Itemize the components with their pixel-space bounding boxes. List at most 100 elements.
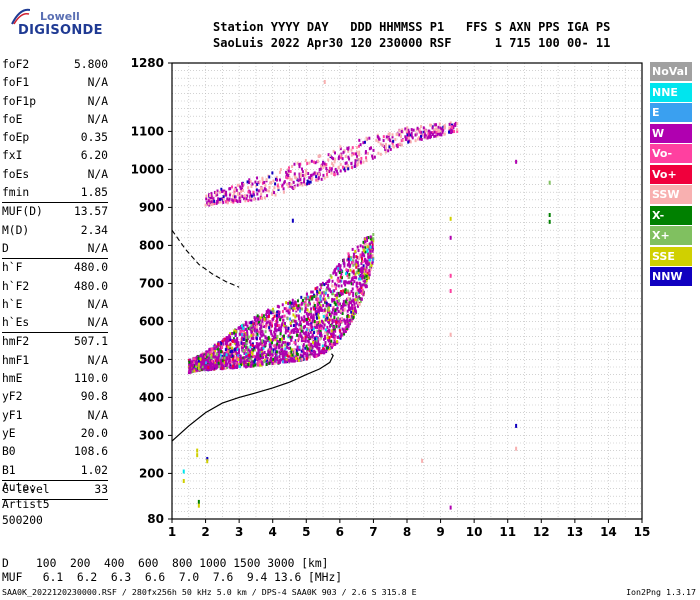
- isolated-point: [449, 273, 452, 278]
- param-row: B1 1.02: [2, 462, 108, 480]
- param-label: B0: [2, 445, 16, 459]
- trace-point: [218, 347, 221, 351]
- trace-point: [312, 327, 315, 331]
- trace-point: [299, 309, 302, 313]
- trace-point: [281, 353, 284, 357]
- trace-point: [350, 165, 353, 169]
- trace-point: [297, 179, 300, 183]
- trace-point: [305, 330, 308, 334]
- trace-point: [339, 147, 342, 151]
- trace-point: [277, 323, 280, 327]
- trace-point: [282, 341, 285, 345]
- trace-point: [283, 323, 286, 327]
- trace-point: [248, 181, 251, 185]
- trace-point: [287, 342, 290, 346]
- trace-point: [318, 298, 321, 302]
- trace-point: [247, 351, 250, 355]
- trace-point: [367, 252, 370, 256]
- trace-point: [251, 320, 254, 324]
- trace-point: [234, 363, 237, 367]
- trace-point: [433, 134, 436, 138]
- trace-point: [285, 172, 288, 176]
- trace-point: [361, 289, 364, 293]
- trace-point: [375, 138, 378, 142]
- trace-point: [274, 193, 277, 197]
- trace-point: [369, 245, 372, 249]
- trace-point: [361, 274, 364, 278]
- trace-point: [246, 346, 249, 350]
- trace-point: [270, 360, 273, 364]
- trace-point: [335, 322, 338, 326]
- trace-point: [349, 318, 352, 322]
- trace-point: [292, 313, 295, 317]
- polarization-legend: NoVal NNE E W Vo- Vo+ SSW X- X+ SSE NNW: [650, 62, 692, 288]
- trace-point: [359, 275, 362, 279]
- trace-point: [277, 344, 280, 348]
- trace-point: [262, 189, 265, 193]
- trace-point: [288, 175, 291, 179]
- trace-point: [296, 305, 299, 309]
- trace-point: [250, 329, 253, 333]
- param-separator: [2, 202, 108, 204]
- trace-point: [402, 138, 405, 142]
- trace-point: [292, 302, 295, 306]
- trace-point: [261, 352, 264, 356]
- trace-point: [217, 198, 220, 202]
- trace-point: [290, 338, 293, 342]
- trace-point: [365, 259, 368, 263]
- trace-point: [233, 366, 236, 370]
- trace-point: [273, 361, 276, 365]
- trace-point: [192, 363, 195, 367]
- trace-point: [313, 304, 316, 308]
- trace-point: [285, 307, 288, 311]
- trace-point: [241, 188, 244, 192]
- trace-point: [211, 347, 214, 351]
- trace-point: [224, 366, 227, 370]
- trace-point: [264, 330, 267, 334]
- trace-point: [326, 286, 329, 290]
- trace-point: [329, 332, 332, 336]
- x-tick-label: 5: [302, 525, 310, 539]
- trace-point: [226, 353, 229, 357]
- trace-point: [320, 324, 323, 328]
- trace-point: [364, 150, 367, 154]
- trace-point: [254, 180, 257, 184]
- trace-point: [298, 323, 301, 327]
- trace-point: [339, 266, 342, 270]
- trace-point: [275, 178, 278, 182]
- trace-point: [234, 329, 237, 333]
- trace-point: [318, 172, 321, 176]
- trace-point: [201, 365, 204, 369]
- trace-point: [316, 331, 319, 335]
- trace-point: [295, 330, 298, 334]
- trace-point: [308, 296, 311, 300]
- trace-point: [195, 366, 198, 370]
- param-row: hmF2 507.1: [2, 333, 108, 351]
- trace-point: [235, 199, 238, 203]
- trace-point: [235, 188, 238, 192]
- trace-point: [360, 297, 363, 301]
- trace-point: [215, 360, 218, 364]
- trace-point: [265, 362, 268, 366]
- trace-point: [241, 344, 244, 348]
- trace-point: [285, 358, 288, 362]
- trace-point: [346, 164, 349, 168]
- trace-point: [352, 294, 355, 298]
- trace-point: [346, 289, 349, 293]
- trace-point: [317, 288, 320, 292]
- trace-point: [317, 310, 320, 314]
- trace-point: [293, 186, 296, 190]
- trace-point: [316, 324, 319, 328]
- trace-point: [356, 255, 359, 259]
- param-label: MUF(D): [2, 205, 43, 219]
- trace-point: [357, 264, 360, 268]
- trace-point: [292, 308, 295, 312]
- trace-point: [335, 324, 338, 328]
- trace-point: [268, 320, 271, 324]
- trace-point: [350, 282, 353, 286]
- trace-point: [339, 275, 342, 279]
- trace-point: [303, 302, 306, 306]
- y-tick-label: 400: [139, 390, 164, 404]
- trace-point: [321, 291, 324, 295]
- trace-point: [261, 348, 264, 352]
